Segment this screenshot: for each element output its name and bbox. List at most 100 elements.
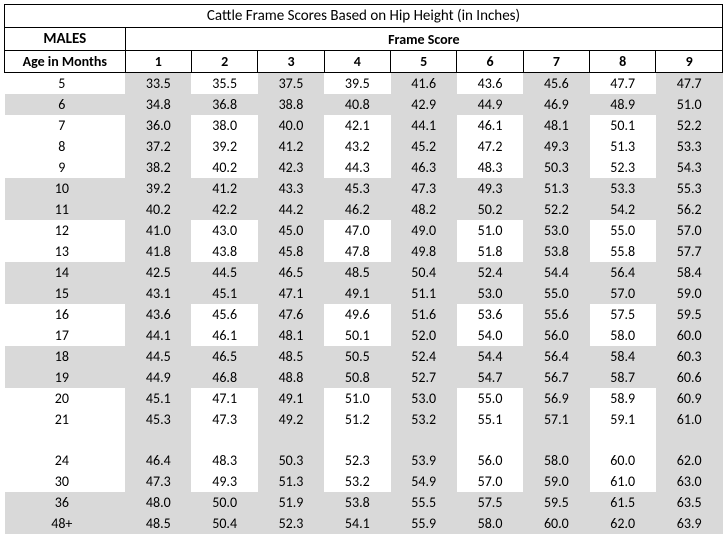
table-title: Cattle Frame Scores Based on Hip Height … [5,5,723,28]
value-cell: 45.3 [125,409,191,430]
age-cell: 20 [5,388,126,409]
value-cell: 58.7 [590,367,656,388]
table-row: 1543.145.147.149.151.153.055.057.059.0 [5,283,723,304]
value-cell: 53.6 [457,304,523,325]
table-row: 837.239.241.243.245.247.249.351.353.3 [5,136,723,157]
value-cell: 48.1 [258,325,324,346]
value-cell: 55.1 [457,409,523,430]
age-cell: 14 [5,262,126,283]
value-cell: 47.2 [457,136,523,157]
age-header: Age in Months [5,51,126,73]
table-row: 533.535.537.539.541.643.645.647.747.7 [5,73,723,95]
age-cell: 10 [5,178,126,199]
value-cell: 55.8 [590,241,656,262]
value-cell: 51.8 [457,241,523,262]
table-row: 2446.448.350.352.353.956.058.060.062.0 [5,450,723,471]
value-cell: 48.0 [125,492,191,513]
value-cell: 52.3 [324,450,390,471]
age-cell: 16 [5,304,126,325]
frame-score-column-header: 3 [258,51,324,73]
value-cell: 45.2 [391,136,457,157]
value-cell: 49.3 [523,136,589,157]
value-cell: 51.3 [590,136,656,157]
value-cell: 47.7 [590,73,656,95]
value-cell: 56.0 [457,450,523,471]
value-cell: 50.3 [258,450,324,471]
value-cell: 52.2 [523,199,589,220]
value-cell: 47.3 [125,471,191,492]
value-cell: 53.0 [457,283,523,304]
value-cell: 55.0 [523,283,589,304]
value-cell: 43.1 [125,283,191,304]
value-cell: 51.3 [258,471,324,492]
value-cell: 49.2 [258,409,324,430]
value-cell: 39.2 [191,136,257,157]
value-cell: 63.5 [656,492,723,513]
value-cell: 61.0 [590,471,656,492]
value-cell: 54.4 [523,262,589,283]
value-cell: 46.5 [191,346,257,367]
value-cell: 57.5 [457,492,523,513]
value-cell: 46.5 [258,262,324,283]
value-cell: 48.9 [590,94,656,115]
value-cell: 46.1 [457,115,523,136]
value-cell: 47.6 [258,304,324,325]
table-row: 938.240.242.344.346.348.350.352.354.3 [5,157,723,178]
value-cell: 50.4 [191,513,257,534]
value-cell [191,430,257,450]
value-cell: 59.1 [590,409,656,430]
value-cell: 38.0 [191,115,257,136]
value-cell: 48.2 [391,199,457,220]
value-cell: 55.9 [391,513,457,534]
value-cell: 48.3 [457,157,523,178]
value-cell: 48.5 [324,262,390,283]
value-cell: 46.3 [391,157,457,178]
value-cell: 52.2 [656,115,723,136]
age-cell: 48+ [5,513,126,534]
value-cell: 51.3 [523,178,589,199]
value-cell: 45.6 [523,73,589,95]
value-cell: 33.5 [125,73,191,95]
table-row: 1744.146.148.150.152.054.056.058.060.0 [5,325,723,346]
value-cell: 44.3 [324,157,390,178]
value-cell: 45.0 [258,220,324,241]
value-cell: 50.5 [324,346,390,367]
frame-score-column-header: 1 [125,51,191,73]
value-cell: 54.2 [590,199,656,220]
value-cell: 56.4 [523,346,589,367]
value-cell [523,430,589,450]
value-cell [590,430,656,450]
age-cell: 24 [5,450,126,471]
value-cell: 60.3 [656,346,723,367]
value-cell: 57.0 [457,471,523,492]
value-cell: 46.2 [324,199,390,220]
age-cell: 18 [5,346,126,367]
table-row: 634.836.838.840.842.944.946.948.951.0 [5,94,723,115]
value-cell: 62.0 [656,450,723,471]
table-row: 1944.946.848.850.852.754.756.758.760.6 [5,367,723,388]
value-cell: 58.9 [590,388,656,409]
frame-score-column-header: 8 [590,51,656,73]
value-cell: 53.8 [523,241,589,262]
value-cell: 39.2 [125,178,191,199]
value-cell: 54.9 [391,471,457,492]
value-cell: 56.7 [523,367,589,388]
frame-score-column-header: 6 [457,51,523,73]
table-row [5,430,723,450]
value-cell: 43.2 [324,136,390,157]
value-cell: 50.1 [590,115,656,136]
table-row: 1341.843.845.847.849.851.853.855.857.7 [5,241,723,262]
value-cell: 63.0 [656,471,723,492]
value-cell: 53.9 [391,450,457,471]
frame-score-column-header: 5 [391,51,457,73]
value-cell: 41.0 [125,220,191,241]
age-cell: 8 [5,136,126,157]
value-cell: 51.2 [324,409,390,430]
value-cell: 41.6 [391,73,457,95]
value-cell: 51.1 [391,283,457,304]
value-cell: 50.0 [191,492,257,513]
value-cell: 40.2 [191,157,257,178]
value-cell: 49.1 [324,283,390,304]
age-cell: 9 [5,157,126,178]
value-cell: 44.9 [457,94,523,115]
